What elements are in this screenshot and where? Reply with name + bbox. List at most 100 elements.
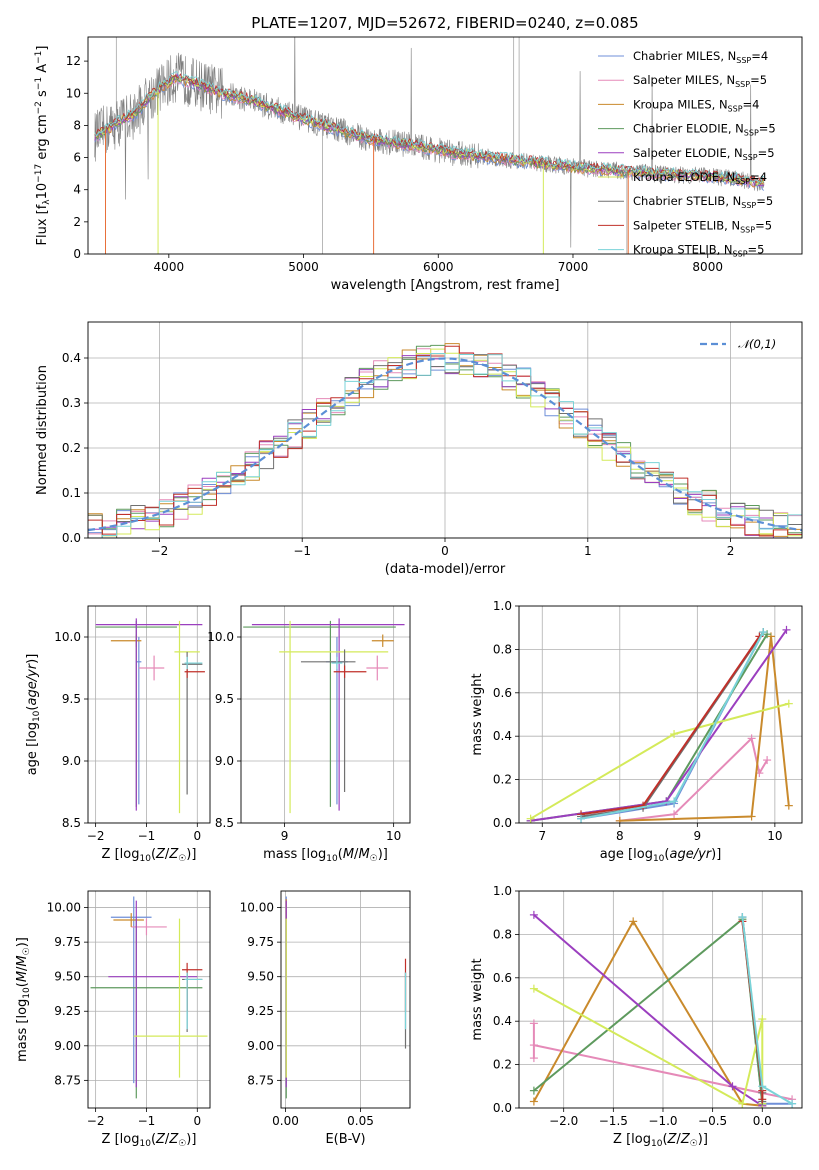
y-axis-label: Flux [fλ10−17 erg cm−2 s−1 A−1] [34, 46, 52, 246]
y-tick-label: 0.6 [493, 971, 512, 985]
y-tick-label: 9.5 [62, 692, 81, 706]
y-axis-label: age [log10(age/yr)] [25, 654, 42, 776]
axes-frame [87, 890, 211, 1109]
axes-frame [240, 605, 411, 824]
x-tick-label: −1 [293, 544, 311, 558]
axes-frame [87, 605, 211, 824]
legend-entry: Kroupa MILES, NSSP=4 [633, 97, 759, 113]
plot-area-spectrum [94, 37, 765, 254]
y-tick-label: 9.25 [247, 1004, 274, 1018]
x-tick-label: 0.05 [347, 1114, 374, 1128]
x-tick-label: 0.00 [272, 1114, 299, 1128]
y-tick-label: 8.5 [62, 816, 81, 830]
residual-histogram-step [88, 353, 802, 538]
x-axis-label: Z [log10(Z/Z☉)] [102, 1132, 197, 1149]
y-tick-label: 0.6 [493, 686, 512, 700]
x-tick-label: 0 [193, 1114, 201, 1128]
y-tick-label: 2 [73, 215, 81, 229]
y-tick-label: 1.0 [493, 884, 512, 898]
x-tick-label: −2 [87, 829, 105, 843]
x-tick-label: 8 [616, 829, 624, 843]
residual-legend: 𝒩(0,1) [700, 337, 776, 351]
y-tick-label: 9.00 [247, 1039, 274, 1053]
y-tick-label: 9.50 [247, 970, 274, 984]
plot-area-age_vs_Z [88, 606, 210, 823]
y-tick-label: 9.0 [215, 754, 234, 768]
model-spectrum-line [94, 75, 765, 184]
x-axis-label: Z [log10(Z/Z☉)] [613, 1132, 708, 1149]
x-tick-label: −1 [138, 1114, 156, 1128]
plot-area-massweight_vs_Z [519, 891, 802, 1108]
panel-spectrum: 4000 5000 6000 7000 8000 0 2 4 6 8 10 12 wavelength … [34, 36, 803, 293]
legend-entry: Chabrier ELODIE, NSSP=5 [633, 122, 776, 138]
mass-weight-line [619, 635, 790, 822]
x-tick-label: 5000 [288, 260, 319, 274]
x-axis-label: wavelength [Angstrom, rest frame] [331, 278, 560, 293]
x-tick-label: −1.5 [599, 1114, 628, 1128]
panel-massweight_vs_age: 7 8 9 10 0.0 0.2 0.4 0.6 0.8 1.0 age [log10(age/yr… [470, 599, 803, 864]
y-tick-label: 0.2 [62, 441, 81, 455]
model-spectrum-line [94, 73, 765, 185]
y-tick-label: 1.0 [493, 599, 512, 613]
panel-mass_vs_EBV: 0.00 0.05 8.75 9.00 9.25 9.50 9.75 10.00 E(B-V) [240, 890, 411, 1147]
x-tick-label: 0 [193, 829, 201, 843]
x-tick-label: 0 [441, 544, 449, 558]
x-tick-label: 0.0 [753, 1114, 772, 1128]
x-tick-label: 9 [694, 829, 702, 843]
mass-weight-line [532, 1023, 793, 1101]
normal-curve-line [88, 357, 802, 532]
y-tick-label: 0.2 [493, 773, 512, 787]
panel-mass_vs_Z: −2 −1 0 8.75 9.00 9.25 9.50 9.75 10.00 Z [log10(Z… [15, 890, 211, 1149]
mass-weight-line [533, 914, 763, 1107]
mass-weight-line [530, 633, 768, 822]
y-tick-label: 0.0 [62, 531, 81, 545]
y-tick-label: 8.5 [215, 816, 234, 830]
y-axis-label: Normed distribution [35, 365, 50, 495]
y-tick-label: 0.4 [493, 729, 512, 743]
panel-residuals: −2 −1 0 1 2 0.0 0.1 0.2 0.3 0.4 (data-model)/error… [35, 321, 803, 577]
y-tick-label: 8 [73, 118, 81, 132]
axes-frame [518, 890, 803, 1109]
y-tick-label: 0.8 [493, 927, 512, 941]
x-axis-label: mass [log10(M/M☉)] [263, 847, 388, 864]
x-tick-label: 10 [386, 829, 401, 843]
y-tick-label: 10.0 [207, 630, 234, 644]
x-tick-label: −1 [138, 829, 156, 843]
y-tick-label: 0.3 [62, 396, 81, 410]
y-tick-label: 0.0 [493, 1101, 512, 1115]
y-tick-label: 10.0 [54, 630, 81, 644]
y-tick-label: 0.2 [493, 1058, 512, 1072]
legend-entry: Kroupa STELIB, NSSP=5 [633, 243, 764, 259]
y-tick-label: 9.0 [62, 754, 81, 768]
y-tick-label: 9.75 [247, 935, 274, 949]
x-tick-label: −2 [87, 1114, 105, 1128]
mass-weight-line [580, 631, 765, 818]
mass-weight-line [580, 635, 761, 816]
y-tick-label: 0.4 [62, 351, 81, 365]
spectrum-legend: Chabrier MILES, NSSP=4 Salpeter MILES, NS… [598, 49, 776, 259]
y-tick-label: 10 [66, 86, 81, 100]
y-tick-label: 0.8 [493, 642, 512, 656]
y-tick-label: 10.00 [240, 901, 274, 915]
plot-area-age_vs_mass [241, 606, 410, 823]
y-axis-label: mass [log10(M/M☉)] [15, 937, 32, 1062]
mass-weight-line [533, 987, 764, 1105]
x-tick-label: −1.0 [648, 1114, 677, 1128]
y-tick-label: 0.0 [493, 816, 512, 830]
plot-area-mass_vs_Z [88, 891, 210, 1108]
mass-weight-line [533, 920, 763, 1107]
x-tick-label: 1 [584, 544, 592, 558]
panel-age_vs_Z: −2 −1 0 8.5 9.0 9.5 10.0 Z [log10(Z/Z☉)] age [lo… [25, 605, 211, 864]
x-tick-label: −2 [151, 544, 169, 558]
legend-entry: Salpeter ELODIE, NSSP=5 [633, 146, 775, 162]
y-tick-label: 9.5 [215, 692, 234, 706]
x-tick-label: 4000 [154, 260, 185, 274]
legend-entry: Chabrier STELIB, NSSP=5 [633, 194, 773, 210]
x-tick-label: 10 [767, 829, 782, 843]
legend-entry: Salpeter STELIB, NSSP=5 [633, 218, 772, 234]
x-tick-label: −0.5 [698, 1114, 727, 1128]
panel-massweight_vs_Z: −2.0 −1.5 −1.0 −0.5 0.0 0.0 0.2 0.4 0.6 0.8 1.0 Z [… [470, 884, 803, 1149]
x-axis-label: (data-model)/error [385, 562, 506, 577]
x-tick-label: 7 [538, 829, 546, 843]
